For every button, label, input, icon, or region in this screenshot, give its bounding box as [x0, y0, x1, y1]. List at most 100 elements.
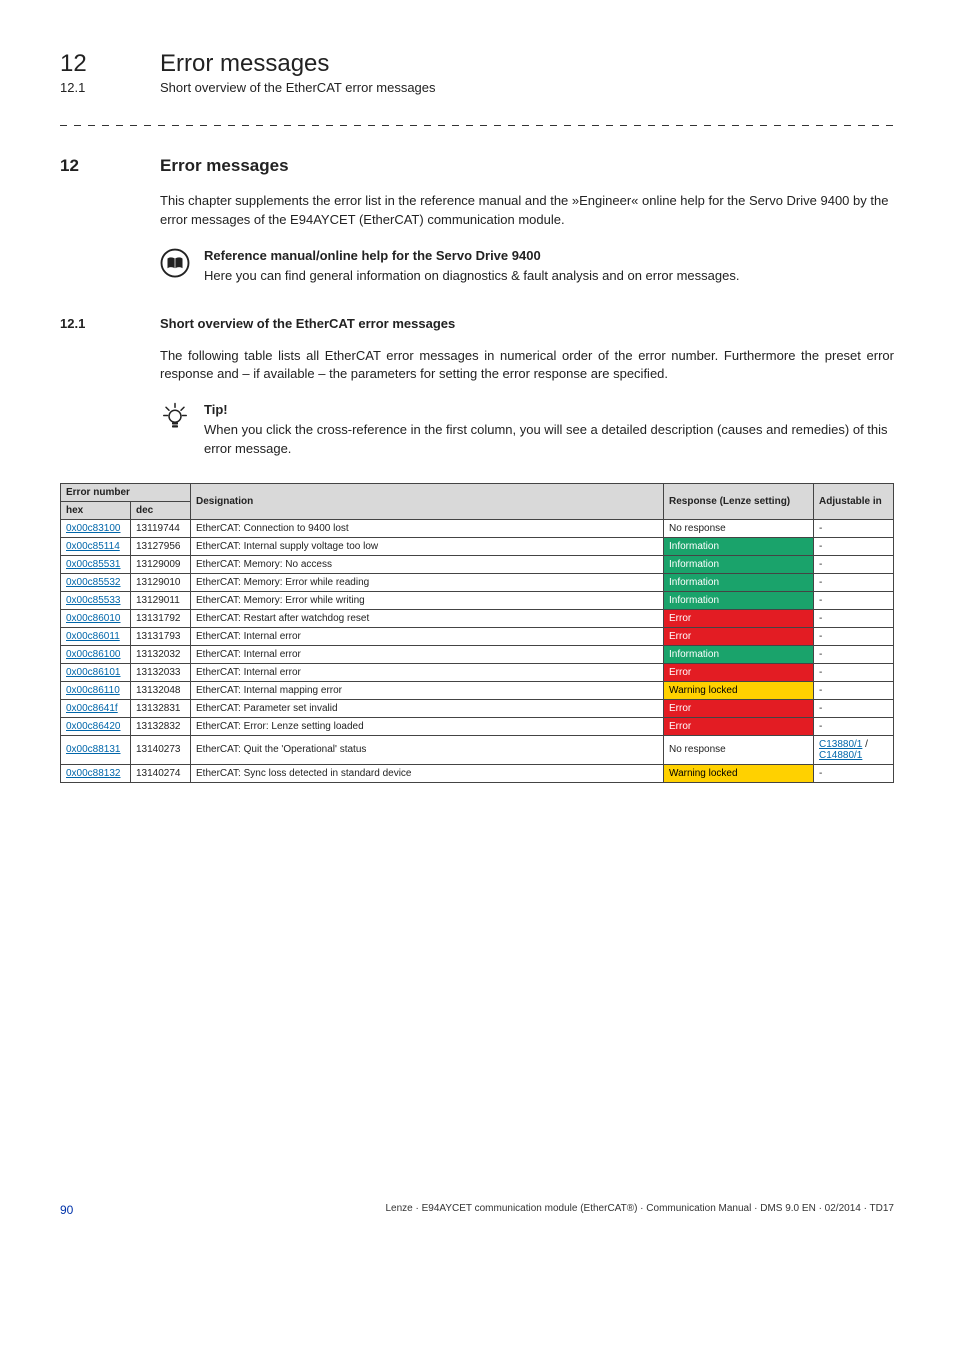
response-cell: Warning locked [664, 764, 814, 782]
designation-cell: EtherCAT: Sync loss detected in standard… [191, 764, 664, 782]
page-number: 90 [60, 1203, 73, 1217]
hex-link[interactable]: 0x00c85533 [66, 595, 121, 606]
adjustable-cell: - [814, 764, 894, 782]
section-title: Error messages [160, 156, 289, 176]
adjustable-cell: - [814, 645, 894, 663]
hex-link[interactable]: 0x00c86011 [66, 631, 120, 642]
section-heading: 12 Error messages [60, 156, 894, 176]
response-cell: Information [664, 573, 814, 591]
response-cell: Error [664, 609, 814, 627]
th-response: Response (Lenze setting) [664, 483, 814, 519]
dec-cell: 13129009 [131, 555, 191, 573]
subsection-heading: 12.1 Short overview of the EtherCAT erro… [60, 316, 894, 331]
hex-link[interactable]: 0x00c86110 [66, 685, 120, 696]
sub-title: Short overview of the EtherCAT error mes… [160, 80, 436, 95]
table-row: 0x00c85533 13129011EtherCAT: Memory: Erro… [61, 591, 894, 609]
refbox-text: Here you can find general information on… [204, 267, 739, 286]
subsection-num: 12.1 [60, 316, 120, 331]
adjustable-cell: - [814, 717, 894, 735]
hex-link[interactable]: 0x00c86420 [66, 721, 121, 732]
tip-box: Tip! When you click the cross-reference … [160, 402, 894, 459]
dec-cell: 13140273 [131, 735, 191, 764]
table-row: 0x00c8641f13132831EtherCAT: Parameter se… [61, 699, 894, 717]
designation-cell: EtherCAT: Connection to 9400 lost [191, 519, 664, 537]
response-cell: Error [664, 627, 814, 645]
refbox-title: Reference manual/online help for the Ser… [204, 248, 739, 263]
designation-cell: EtherCAT: Memory: Error while writing [191, 591, 664, 609]
dec-cell: 13119744 [131, 519, 191, 537]
hex-link[interactable]: 0x00c85114 [66, 541, 120, 552]
hex-link[interactable]: 0x00c88131 [66, 744, 121, 755]
hex-link[interactable]: 0x00c83100 [66, 523, 121, 534]
response-cell: No response [664, 519, 814, 537]
designation-cell: EtherCAT: Internal error [191, 645, 664, 663]
hex-link[interactable]: 0x00c86100 [66, 649, 121, 660]
adjustable-cell: C13880/1 / C14880/1 [814, 735, 894, 764]
th-hex: hex [61, 501, 131, 519]
dec-cell: 13131792 [131, 609, 191, 627]
page-header-sub: 12.1 Short overview of the EtherCAT erro… [60, 80, 894, 95]
adj-link[interactable]: C14880/1 [819, 750, 862, 761]
table-row: 0x00c8601013131792EtherCAT: Restart afte… [61, 609, 894, 627]
adjustable-cell: - [814, 699, 894, 717]
dec-cell: 13132832 [131, 717, 191, 735]
adj-link[interactable]: C13880/1 [819, 739, 862, 750]
hex-link[interactable]: 0x00c8641f [66, 703, 118, 714]
adjustable-cell: - [814, 681, 894, 699]
designation-cell: EtherCAT: Error: Lenze setting loaded [191, 717, 664, 735]
subsection-title: Short overview of the EtherCAT error mes… [160, 316, 455, 331]
response-cell: No response [664, 735, 814, 764]
sub-paragraph: The following table lists all EtherCAT e… [160, 347, 894, 385]
footer-text: Lenze · E94AYCET communication module (E… [385, 1203, 894, 1217]
response-cell: Error [664, 663, 814, 681]
table-row: 0x00c88132 13140274EtherCAT: Sync loss de… [61, 764, 894, 782]
table-row: 0x00c86011 13131793EtherCAT: Internal err… [61, 627, 894, 645]
adjustable-cell: - [814, 609, 894, 627]
adjustable-cell: - [814, 627, 894, 645]
hex-link[interactable]: 0x00c85531 [66, 559, 121, 570]
response-cell: Information [664, 645, 814, 663]
table-row: 0x00c86100 13132032EtherCAT: Internal err… [61, 645, 894, 663]
book-icon [160, 248, 190, 278]
hex-link[interactable]: 0x00c86010 [66, 613, 121, 624]
table-row: 0x00c86420 13132832EtherCAT: Error: Lenze… [61, 717, 894, 735]
response-cell: Information [664, 555, 814, 573]
adjustable-cell: - [814, 537, 894, 555]
divider-dashed [60, 125, 894, 126]
dec-cell: 13140274 [131, 764, 191, 782]
table-row: 0x00c86101 13132033EtherCAT: Internal err… [61, 663, 894, 681]
hex-link[interactable]: 0x00c85532 [66, 577, 121, 588]
sub-number: 12.1 [60, 80, 120, 95]
dec-cell: 13132831 [131, 699, 191, 717]
page-header-chapter: 12 Error messages [60, 50, 894, 78]
table-row: 0x00c85531 13129009EtherCAT: Memory: No a… [61, 555, 894, 573]
designation-cell: EtherCAT: Internal error [191, 627, 664, 645]
adjustable-cell: - [814, 591, 894, 609]
dec-cell: 13129011 [131, 591, 191, 609]
lightbulb-icon [160, 402, 190, 432]
designation-cell: EtherCAT: Internal supply voltage too lo… [191, 537, 664, 555]
section-num: 12 [60, 156, 120, 176]
table-row: 0x00c88131 13140273EtherCAT: Quit the 'Op… [61, 735, 894, 764]
table-row: 0x00c83100 13119744EtherCAT: Connection t… [61, 519, 894, 537]
table-row: 0x00c8611013132048EtherCAT: Internal map… [61, 681, 894, 699]
th-dec: dec [131, 501, 191, 519]
designation-cell: EtherCAT: Memory: No access [191, 555, 664, 573]
th-designation: Designation [191, 483, 664, 519]
designation-cell: EtherCAT: Memory: Error while reading [191, 573, 664, 591]
hex-link[interactable]: 0x00c86101 [66, 667, 121, 678]
designation-cell: EtherCAT: Internal error [191, 663, 664, 681]
th-errnum: Error number [61, 483, 191, 501]
response-cell: Warning locked [664, 681, 814, 699]
tip-text: When you click the cross-reference in th… [204, 421, 894, 459]
hex-link[interactable]: 0x00c88132 [66, 768, 121, 779]
adjustable-cell: - [814, 573, 894, 591]
dec-cell: 13132033 [131, 663, 191, 681]
table-row: 0x00c8511413127956EtherCAT: Internal sup… [61, 537, 894, 555]
dec-cell: 13132032 [131, 645, 191, 663]
response-cell: Information [664, 537, 814, 555]
tip-title: Tip! [204, 402, 894, 417]
dec-cell: 13131793 [131, 627, 191, 645]
dec-cell: 13132048 [131, 681, 191, 699]
designation-cell: EtherCAT: Quit the 'Operational' status [191, 735, 664, 764]
